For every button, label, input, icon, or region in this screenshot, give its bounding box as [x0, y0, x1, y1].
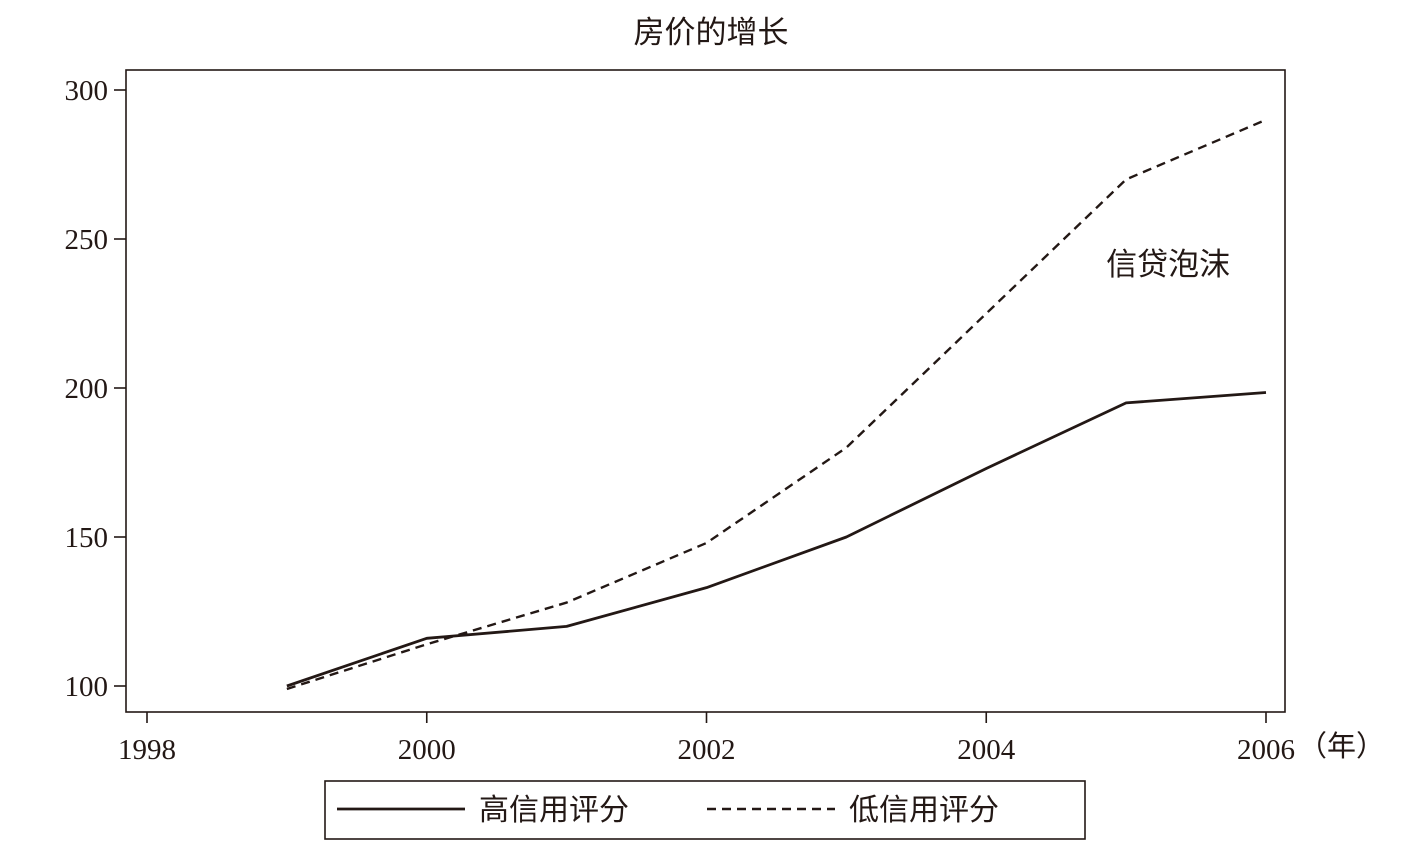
y-tick-label: 300	[65, 75, 109, 107]
y-tick-label: 250	[65, 224, 109, 256]
x-tick-label: 2002	[678, 734, 736, 766]
legend: 高信用评分 低信用评分	[324, 780, 1086, 840]
chart-title: 房价的增长	[634, 15, 789, 50]
x-tick-label: 2004	[957, 734, 1016, 766]
series-line-2	[286, 118, 1267, 691]
y-axis: 100 150 200 250 300	[65, 75, 126, 703]
x-tick-label: 2006	[1237, 734, 1295, 766]
y-tick-label: 150	[65, 522, 109, 554]
x-axis-unit-label: （年）	[1298, 730, 1385, 763]
legend-label-2: 低信用评分	[849, 794, 999, 827]
y-tick-label: 200	[65, 373, 109, 405]
plot-frame	[125, 69, 1286, 713]
annotation-label: 信贷泡沫	[1106, 247, 1230, 282]
x-axis: 1998 2000 2002 2004 2006 （年）	[118, 712, 1385, 766]
y-tick-label: 100	[65, 671, 109, 703]
series-layer	[286, 118, 1267, 691]
legend-label-1: 高信用评分	[479, 794, 629, 827]
x-tick-label: 2000	[398, 734, 456, 766]
x-tick-label: 1998	[118, 734, 176, 766]
legend-box	[324, 780, 1086, 840]
annotation-layer: 信贷泡沫	[1106, 247, 1230, 282]
